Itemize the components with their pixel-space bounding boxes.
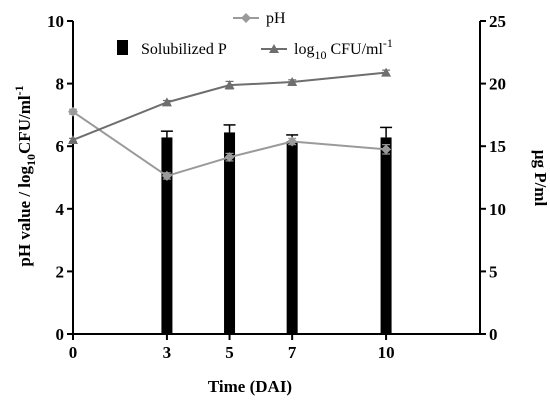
- y-left-tick-label: 6: [56, 137, 65, 156]
- x-tick-label: 7: [288, 343, 297, 362]
- y-left-tick-label: 0: [56, 325, 65, 344]
- bar-solubilized-p: [380, 137, 392, 334]
- y-right-tick-label: 10: [489, 200, 506, 219]
- x-axis-title: Time (DAI): [208, 377, 292, 396]
- y-left-tick-label: 2: [56, 262, 65, 281]
- x-tick-label: 3: [163, 343, 172, 362]
- series-point-ph: [224, 152, 235, 163]
- series-point-cfu: [287, 77, 298, 87]
- y-right-tick-label: 0: [489, 325, 498, 344]
- legend-ph-marker: [241, 13, 251, 23]
- series-point-cfu: [161, 97, 172, 107]
- axes: [72, 21, 481, 335]
- y-right-tick-label: 25: [489, 12, 506, 31]
- y-left-tick-label: 10: [47, 12, 64, 31]
- series-point-cfu: [68, 134, 78, 144]
- legend-item-cfu: log10 CFU/ml-1: [261, 36, 393, 62]
- series-point-cfu: [224, 80, 235, 90]
- legend-cfu-label: log10 CFU/ml-1: [294, 36, 393, 62]
- x-tick-label: 10: [378, 343, 395, 362]
- x-tick-label: 0: [69, 343, 78, 362]
- series-point-ph: [68, 106, 78, 117]
- ticks-group: 0 2 4 6 8 10 0 5 10 15 20 25 0 3 5 7 10: [47, 12, 506, 362]
- x-tick-label: 5: [225, 343, 234, 362]
- y-right-tick-label: 5: [489, 262, 498, 281]
- legend: pH Solubilized P log10 CFU/ml-1: [117, 10, 393, 62]
- legend-item-ph: pH: [233, 10, 286, 27]
- legend-item-solubilized-p: Solubilized P: [117, 40, 227, 58]
- series-point-ph: [287, 136, 298, 147]
- y-left-tick-label: 8: [56, 75, 65, 94]
- y-left-axis-title: pH value / log10CFU/ml-1: [12, 85, 38, 266]
- series-point-ph: [381, 144, 392, 155]
- series-point-ph: [161, 170, 172, 181]
- series-point-cfu: [381, 67, 392, 77]
- bars-group: [160, 124, 393, 334]
- legend-ph-label: pH: [266, 10, 286, 27]
- legend-solubilized-p-swatch: [117, 40, 128, 55]
- y-right-tick-label: 20: [489, 75, 506, 94]
- y-right-tick-label: 15: [489, 137, 506, 156]
- legend-solubilized-p-label: Solubilized P: [141, 41, 227, 58]
- bar-solubilized-p: [286, 141, 298, 334]
- bar-solubilized-p: [161, 137, 173, 334]
- legend-cfu-marker: [269, 44, 279, 53]
- y-left-tick-label: 4: [56, 200, 65, 219]
- y-right-axis-title: μg P/ml: [531, 150, 550, 207]
- lines-group: [68, 67, 392, 181]
- bar-solubilized-p: [224, 132, 236, 334]
